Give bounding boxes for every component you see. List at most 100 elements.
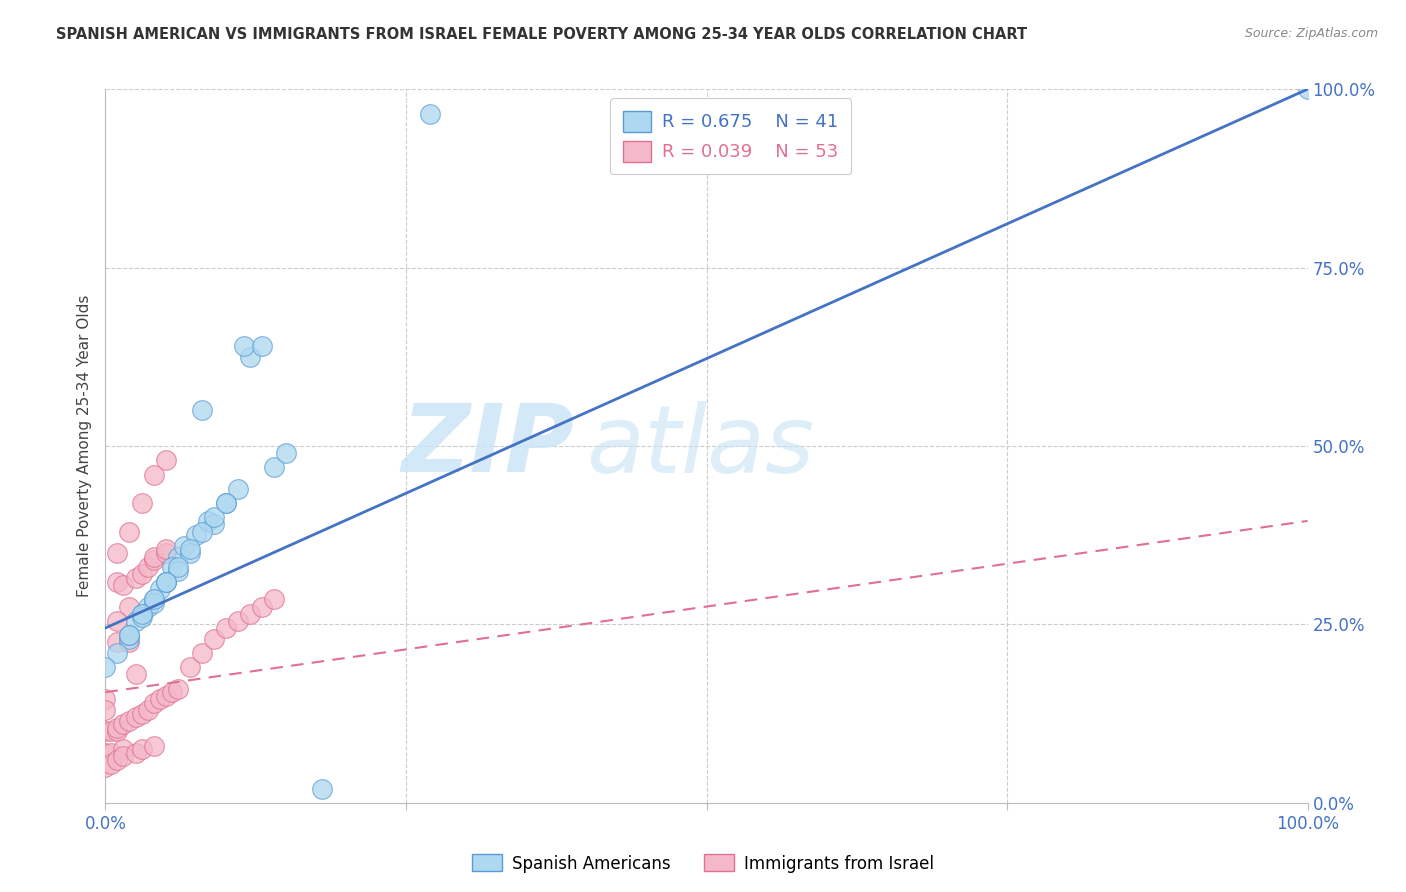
Point [94, 724, 117, 739]
Point [214, 496, 236, 510]
Point [197, 514, 219, 528]
Point [142, 553, 165, 567]
Point [131, 742, 153, 756]
Point [107, 724, 129, 739]
Point [214, 496, 236, 510]
Point [131, 706, 153, 721]
Point [179, 542, 201, 557]
Point [118, 599, 141, 614]
Point [112, 717, 135, 731]
Point [94, 703, 117, 717]
Point [100, 756, 122, 771]
Point [131, 610, 153, 624]
Point [274, 446, 297, 460]
Point [202, 632, 225, 646]
Point [124, 746, 146, 760]
Point [94, 692, 117, 706]
Point [118, 635, 141, 649]
Point [131, 496, 153, 510]
Point [100, 746, 122, 760]
Point [142, 596, 165, 610]
Point [136, 599, 159, 614]
Point [131, 567, 153, 582]
Point [112, 742, 135, 756]
Point [142, 592, 165, 607]
Point [239, 350, 262, 364]
Point [190, 646, 212, 660]
Point [419, 107, 441, 121]
Point [142, 549, 165, 564]
Point [250, 599, 273, 614]
Point [112, 749, 135, 764]
Point [155, 574, 177, 589]
Point [202, 517, 225, 532]
Point [155, 546, 177, 560]
Point [226, 614, 249, 628]
Point [107, 753, 129, 767]
Point [142, 467, 165, 482]
Point [155, 689, 177, 703]
Point [124, 710, 146, 724]
Point [142, 592, 165, 607]
Point [107, 646, 129, 660]
Point [166, 564, 188, 578]
Legend: R = 0.675    N = 41, R = 0.039    N = 53: R = 0.675 N = 41, R = 0.039 N = 53 [610, 98, 851, 174]
Point [148, 692, 170, 706]
Point [112, 578, 135, 592]
Point [118, 628, 141, 642]
Point [160, 685, 183, 699]
Point [232, 339, 254, 353]
Point [202, 510, 225, 524]
Point [131, 607, 153, 621]
Point [94, 660, 117, 674]
Point [263, 592, 285, 607]
Y-axis label: Female Poverty Among 25-34 Year Olds: Female Poverty Among 25-34 Year Olds [76, 295, 91, 597]
Point [190, 524, 212, 539]
Point [100, 724, 122, 739]
Point [136, 560, 159, 574]
Point [166, 560, 188, 574]
Point [214, 621, 236, 635]
Point [179, 660, 201, 674]
Point [148, 582, 170, 596]
Point [94, 746, 117, 760]
Point [250, 339, 273, 353]
Point [107, 721, 129, 735]
Point [118, 714, 141, 728]
Text: atlas: atlas [586, 401, 814, 491]
Point [190, 403, 212, 417]
Point [142, 696, 165, 710]
Point [107, 614, 129, 628]
Point [124, 571, 146, 585]
Point [173, 539, 195, 553]
Point [311, 781, 333, 796]
Point [142, 739, 165, 753]
Point [160, 560, 183, 574]
Point [107, 546, 129, 560]
Point [107, 574, 129, 589]
Text: SPANISH AMERICAN VS IMMIGRANTS FROM ISRAEL FEMALE POVERTY AMONG 25-34 YEAR OLDS : SPANISH AMERICAN VS IMMIGRANTS FROM ISRA… [56, 27, 1028, 42]
Point [155, 542, 177, 557]
Point [155, 453, 177, 467]
Legend: Spanish Americans, Immigrants from Israel: Spanish Americans, Immigrants from Israe… [465, 847, 941, 880]
Point [107, 635, 129, 649]
Point [136, 703, 159, 717]
Point [155, 574, 177, 589]
Point [179, 546, 201, 560]
Point [118, 632, 141, 646]
Point [263, 460, 285, 475]
Point [166, 549, 188, 564]
Text: ZIP: ZIP [401, 400, 574, 492]
Point [118, 524, 141, 539]
Point [1296, 82, 1319, 96]
Point [124, 614, 146, 628]
Point [155, 574, 177, 589]
Text: Source: ZipAtlas.com: Source: ZipAtlas.com [1244, 27, 1378, 40]
Point [184, 528, 207, 542]
Point [239, 607, 262, 621]
Point [131, 607, 153, 621]
Point [118, 628, 141, 642]
Point [124, 667, 146, 681]
Point [166, 681, 188, 696]
Point [94, 760, 117, 774]
